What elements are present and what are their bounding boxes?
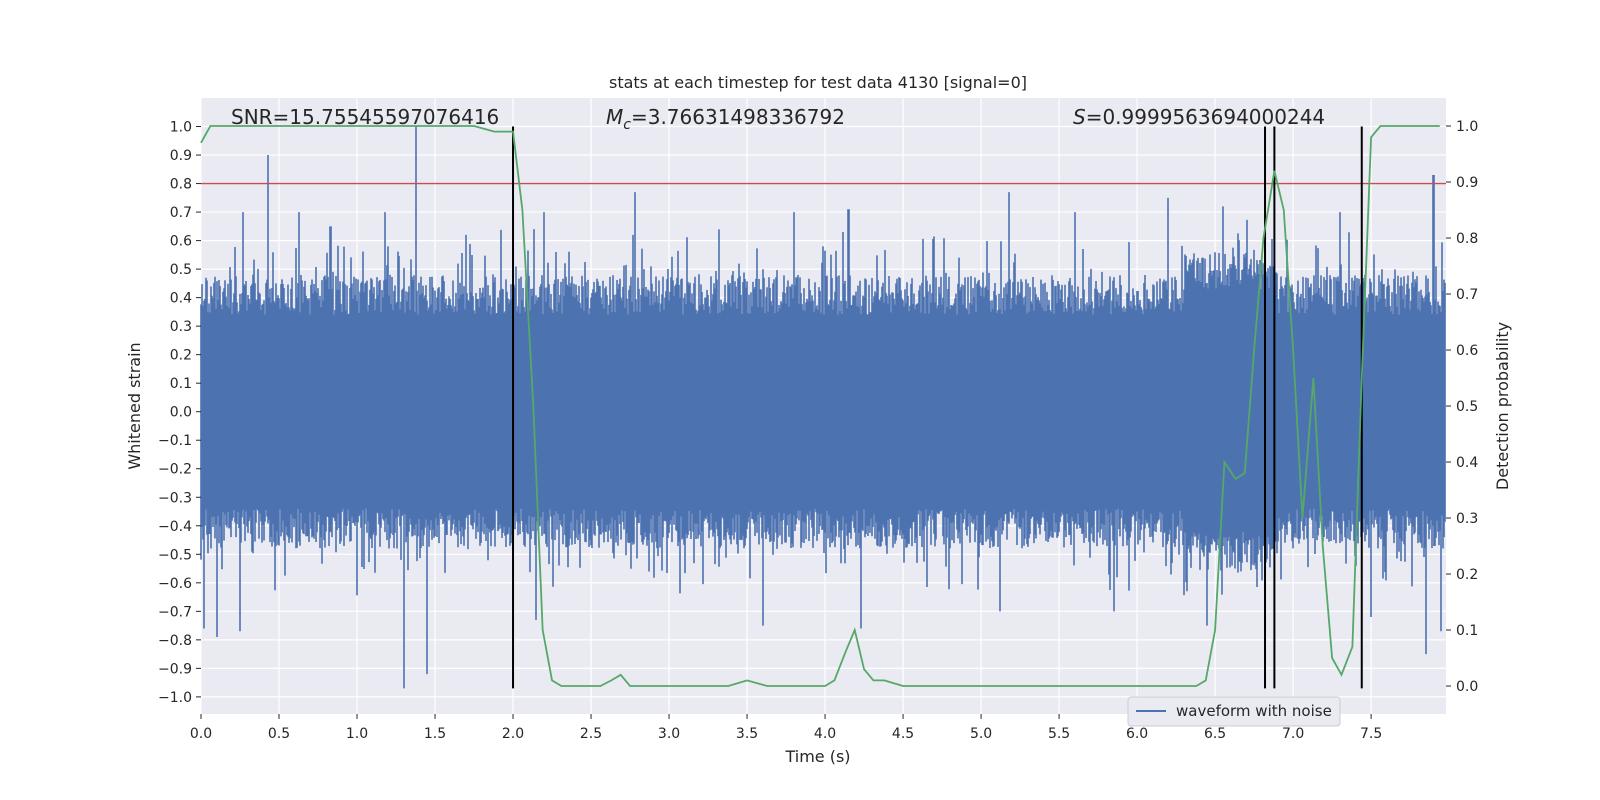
x-tick-label: 6.0	[1126, 726, 1148, 742]
x-tick-label: 3.0	[658, 726, 680, 742]
x-tick-label: 0.0	[190, 726, 212, 742]
y-tick-label: −1.0	[158, 690, 192, 706]
y-tick-label: 1.0	[170, 120, 192, 136]
x-tick-label: 4.0	[814, 726, 836, 742]
y-tick-label: −0.1	[158, 433, 192, 449]
y-tick-label: 0.3	[170, 319, 192, 335]
threshold-and-markers	[201, 126, 1446, 689]
y-tick-label: −0.7	[158, 604, 192, 620]
x-tick-label: 2.5	[580, 726, 602, 742]
x-tick-label: 7.0	[1282, 726, 1304, 742]
y-tick-label: 0.9	[170, 148, 192, 164]
x-tick-label: 5.0	[970, 726, 992, 742]
chart-title: stats at each timestep for test data 413…	[609, 73, 1027, 92]
y-tick-label: −0.2	[158, 462, 192, 478]
y2-tick-label: 0.1	[1456, 623, 1478, 639]
y-tick-label: 0.2	[170, 348, 192, 364]
probability-series	[200, 125, 1440, 687]
y-tick-label: 0.0	[170, 405, 192, 421]
x-tick-label: 0.5	[268, 726, 290, 742]
x-tick-label: 1.5	[424, 726, 446, 742]
y2-tick-label: 0.8	[1456, 231, 1478, 247]
x-tick-label: 3.5	[736, 726, 758, 742]
y-tick-label: −0.4	[158, 519, 192, 535]
y2-tick-label: 0.2	[1456, 567, 1478, 583]
snr-annotation: SNR=15.75545597076416	[231, 105, 499, 129]
axes: 0.0 0.5 1.0 1.5 2.0 2.5 3.0 3.5 4.0 4.5 5.0 5.5 6.0 6…	[158, 119, 1478, 742]
x-tick-label: 5.5	[1048, 726, 1070, 742]
y2-tick-label: 0.7	[1456, 287, 1478, 303]
y2-tick-label: 0.9	[1456, 175, 1478, 191]
y2-tick-label: 1.0	[1456, 119, 1478, 135]
x-tick-label: 4.5	[892, 726, 914, 742]
y2-tick-label: 0.0	[1456, 679, 1478, 695]
waveform-series	[200, 126, 1446, 689]
mc-annotation: Mc=3.76631498336792	[606, 105, 845, 133]
y2-tick-label: 0.4	[1456, 455, 1478, 471]
y-tick-label: −0.6	[158, 576, 192, 592]
y2-tick-label: 0.5	[1456, 399, 1478, 415]
y2-tick-label: 0.3	[1456, 511, 1478, 527]
y-tick-label: −0.9	[158, 661, 192, 677]
legend: waveform with noise	[1127, 696, 1341, 727]
y-axis-label: Whitened strain	[125, 342, 144, 469]
waveform-line	[200, 126, 1446, 689]
y-tick-label: 0.7	[170, 205, 192, 221]
y-tick-label: −0.3	[158, 490, 192, 506]
mc-value: =3.76631498336792	[631, 105, 845, 129]
y-tick-label: 0.5	[170, 262, 192, 278]
mc-symbol: M	[606, 105, 623, 129]
s-value: =0.9999563694000244	[1086, 105, 1325, 129]
mc-subscript: c	[623, 117, 631, 133]
probability-line	[200, 125, 1440, 687]
legend-label-waveform: waveform with noise	[1176, 702, 1332, 720]
x-tick-label: 6.5	[1204, 726, 1226, 742]
y-tick-label: −0.5	[158, 547, 192, 563]
s-symbol: S	[1073, 105, 1086, 129]
y-tick-label: −0.8	[158, 633, 192, 649]
x-tick-label: 2.0	[502, 726, 524, 742]
y-tick-label: 0.1	[170, 376, 192, 392]
x-tick-label: 1.0	[346, 726, 368, 742]
y2-axis-label: Detection probability	[1493, 322, 1512, 490]
s-annotation: S=0.9999563694000244	[1073, 105, 1325, 129]
x-axis-label: Time (s)	[784, 747, 850, 766]
y-tick-label: 0.4	[170, 291, 192, 307]
x-tick-label: 7.5	[1360, 726, 1382, 742]
y-tick-label: 0.8	[170, 177, 192, 193]
y2-tick-label: 0.6	[1456, 343, 1478, 359]
y-tick-label: 0.6	[170, 234, 192, 250]
